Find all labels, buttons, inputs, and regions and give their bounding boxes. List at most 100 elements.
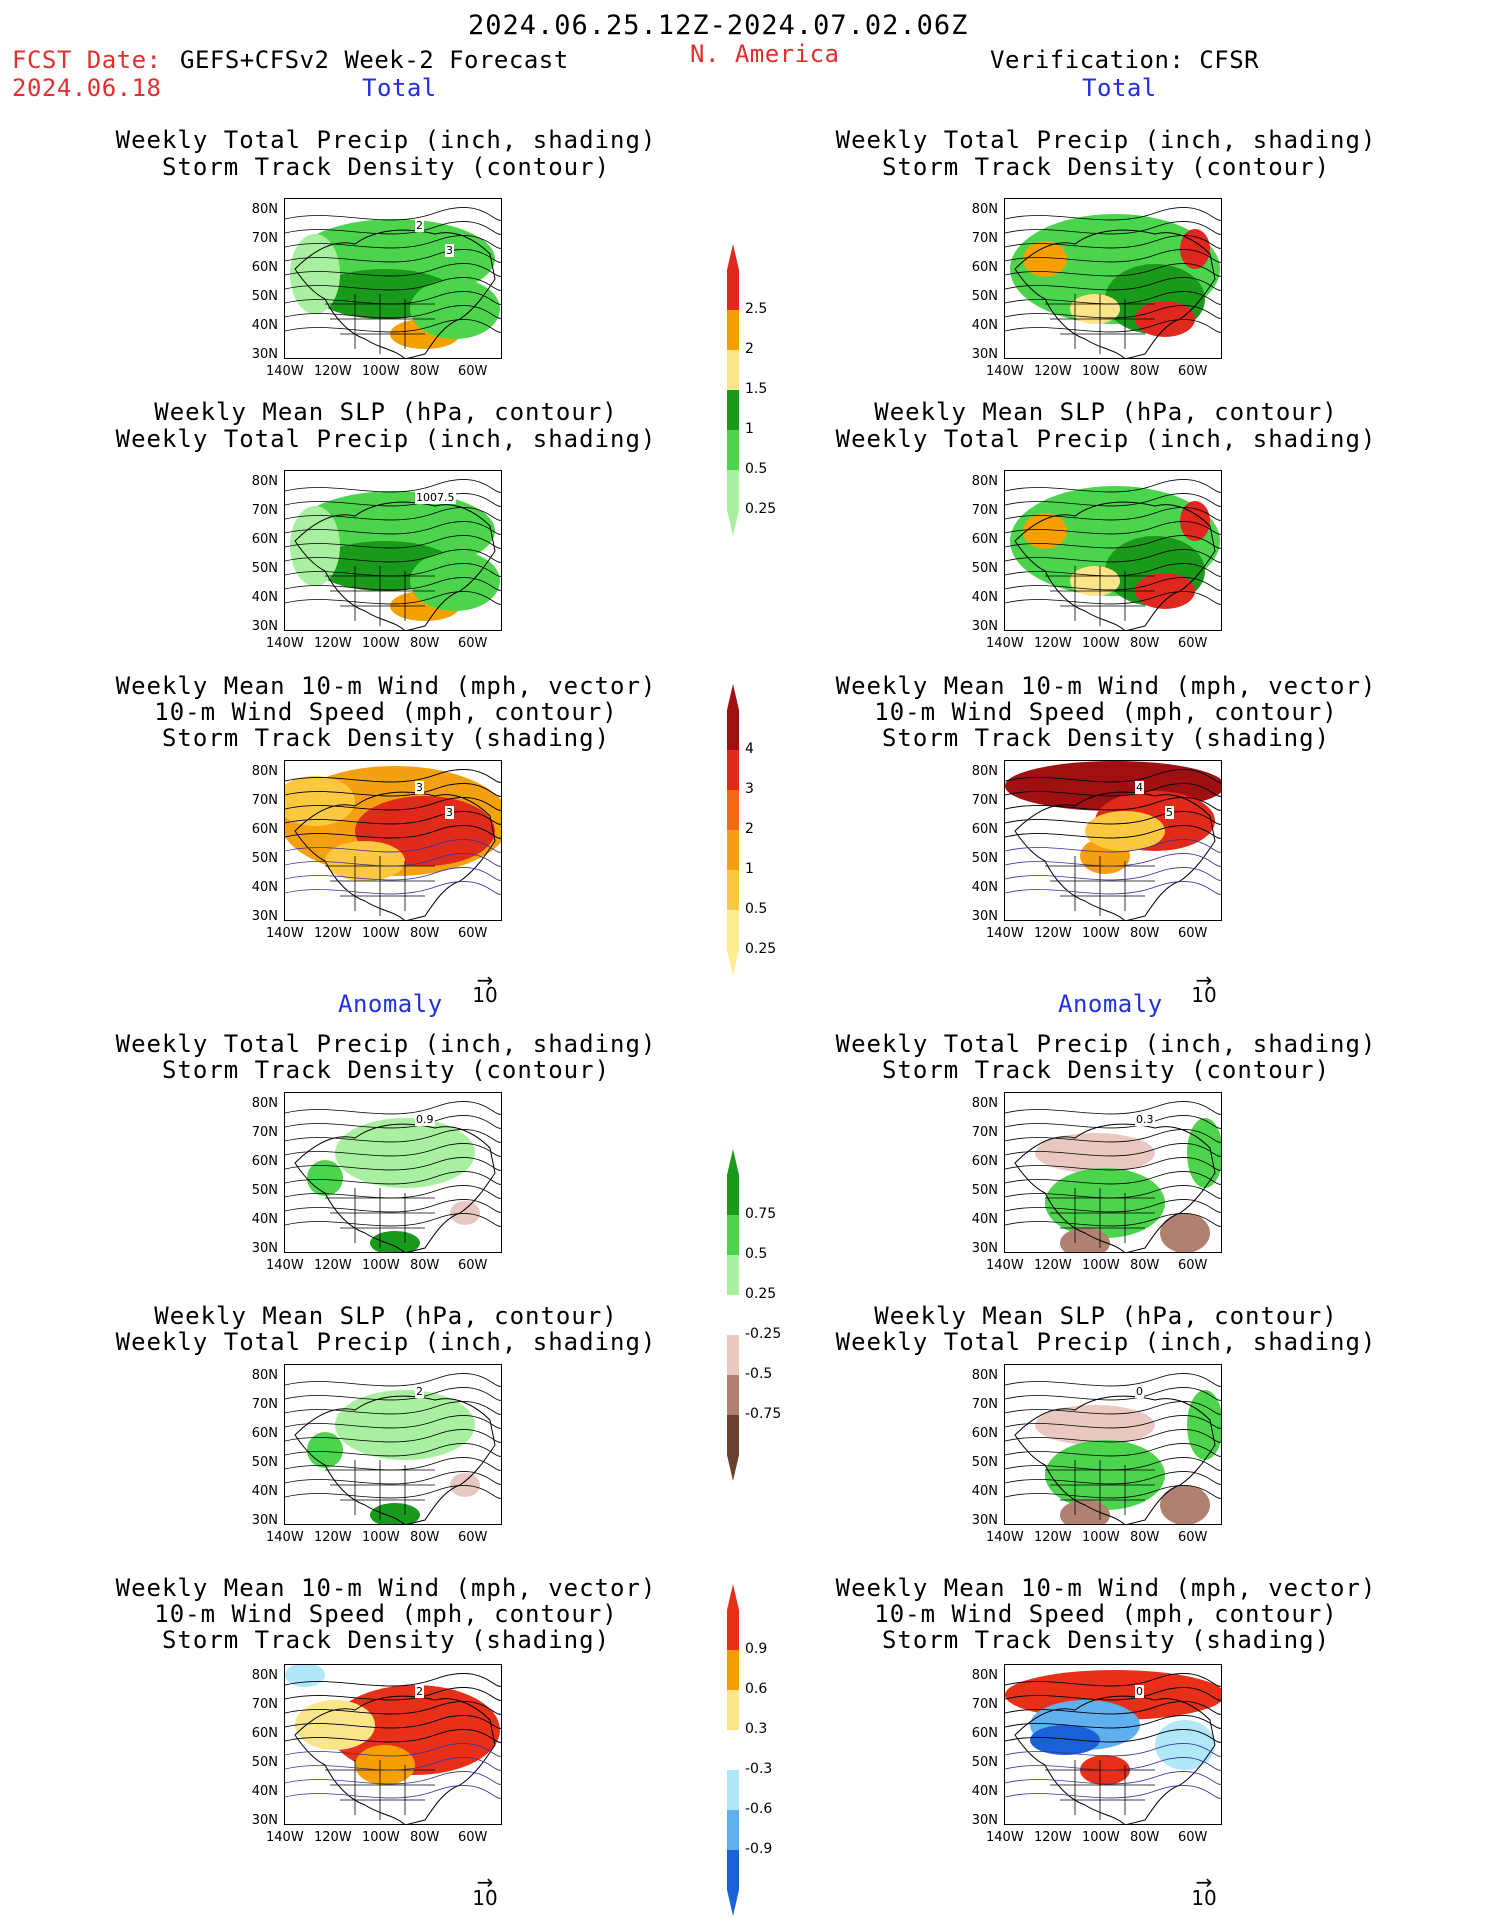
panel-title-line: Storm Track Density (contour) xyxy=(881,1056,1331,1084)
colorbar-label: -0.75 xyxy=(745,1406,782,1422)
coastline xyxy=(294,229,496,358)
contour-line xyxy=(1005,1485,1221,1499)
contour-line xyxy=(285,825,501,839)
contour-line xyxy=(1005,207,1221,221)
lon-tick-label: 120W xyxy=(1034,1258,1072,1273)
contour-line xyxy=(285,1673,501,1687)
shaded-region xyxy=(290,506,340,586)
lat-tick-label: 50N xyxy=(971,289,998,304)
contour-line xyxy=(285,839,501,853)
colorbar-label: 1 xyxy=(745,421,754,437)
colorbar-top-arrow xyxy=(727,684,739,710)
lon-tick-label: 140W xyxy=(266,926,304,941)
shaded-region xyxy=(410,279,500,339)
panel-title-line: Weekly Mean 10-m Wind (mph, vector) xyxy=(835,672,1377,700)
map-panel: 2 xyxy=(284,1664,502,1825)
contour-label: 5 xyxy=(1165,806,1174,819)
contour-line xyxy=(1005,1673,1221,1687)
map-panel xyxy=(1004,470,1222,631)
lon-tick-label: 140W xyxy=(986,364,1024,379)
lon-tick-label: 120W xyxy=(314,364,352,379)
lon-tick-label: 60W xyxy=(458,926,488,941)
contour-line xyxy=(285,1185,501,1199)
colorbar-label: -0.6 xyxy=(745,1801,773,1817)
lon-tick-label: 100W xyxy=(1082,636,1120,651)
lon-tick-label: 100W xyxy=(1082,1830,1120,1845)
lat-tick-label: 60N xyxy=(251,1154,278,1169)
contour-line xyxy=(1005,1471,1221,1485)
shaded-region xyxy=(1085,811,1165,851)
lon-tick-label: 60W xyxy=(458,1530,488,1545)
lon-tick-label: 80W xyxy=(410,1530,440,1545)
lat-tick-label: 60N xyxy=(971,1726,998,1741)
coastline xyxy=(1014,229,1216,358)
contour-label: 3 xyxy=(445,806,454,819)
lon-tick-label: 100W xyxy=(1082,1530,1120,1545)
lon-tick-label: 100W xyxy=(362,926,400,941)
lat-tick-label: 70N xyxy=(251,231,278,246)
lat-tick-label: 70N xyxy=(251,1397,278,1412)
lat-tick-label: 70N xyxy=(971,503,998,518)
lon-tick-label: 80W xyxy=(1130,1830,1160,1845)
panel-title-line: 10-m Wind Speed (mph, contour) xyxy=(874,1600,1338,1628)
map-panel: 2 xyxy=(284,1364,502,1525)
contour-line xyxy=(285,207,501,221)
panel-title-line: Weekly Total Precip (inch, shading) xyxy=(115,1328,657,1356)
lat-tick-label: 60N xyxy=(971,1154,998,1169)
map-panel: 0 xyxy=(1004,1664,1222,1825)
lon-tick-label: 140W xyxy=(266,636,304,651)
shaded-region xyxy=(355,1745,415,1785)
map-canvas xyxy=(285,207,501,358)
shaded-region xyxy=(1155,1720,1215,1770)
lat-tick-label: 70N xyxy=(971,793,998,808)
panel-title-line: 10-m Wind Speed (mph, contour) xyxy=(154,1600,618,1628)
colorbar-segment xyxy=(727,430,739,470)
contour-line xyxy=(1005,1743,1221,1757)
shaded-region xyxy=(1160,1485,1210,1524)
contour-line xyxy=(285,1687,501,1701)
lat-tick-label: 30N xyxy=(971,347,998,362)
contour-line xyxy=(1005,479,1221,493)
shaded-region xyxy=(1135,301,1195,337)
lat-tick-label: 50N xyxy=(251,851,278,866)
colorbar-segment xyxy=(727,750,739,790)
contour-line xyxy=(1005,1687,1221,1701)
panel-title-line: 10-m Wind Speed (mph, contour) xyxy=(154,698,618,726)
contour-line xyxy=(285,853,501,867)
contour-line xyxy=(285,1729,501,1743)
contour-line xyxy=(1005,881,1221,895)
colorbar-segment xyxy=(727,1690,739,1730)
lon-tick-label: 140W xyxy=(986,1258,1024,1273)
colorbar-label: 0.25 xyxy=(745,941,777,957)
lat-tick-label: 70N xyxy=(251,1697,278,1712)
lon-tick-label: 60W xyxy=(458,364,488,379)
shaded-region xyxy=(1187,1390,1221,1460)
colorbar-label: 1.5 xyxy=(745,381,768,397)
contour-label: 3 xyxy=(415,781,424,794)
lat-tick-label: 70N xyxy=(251,1125,278,1140)
colorbar-label: 2.5 xyxy=(745,301,768,317)
lat-tick-label: 40N xyxy=(971,590,998,605)
contour-line xyxy=(285,881,501,895)
colorbar-label: 0.25 xyxy=(745,1286,777,1302)
period-title: 2024.06.25.12Z-2024.07.02.06Z xyxy=(468,10,969,41)
contour-line xyxy=(285,305,501,319)
model-label: GEFS+CFSv2 Week-2 Forecast xyxy=(180,46,569,74)
panel-title-line: Storm Track Density (shading) xyxy=(161,1626,611,1654)
contour-line xyxy=(285,1457,501,1471)
contour-line xyxy=(1005,549,1221,563)
shaded-region xyxy=(1045,1440,1165,1510)
shaded-region xyxy=(325,841,405,881)
contour-line xyxy=(285,235,501,249)
lat-tick-label: 50N xyxy=(251,289,278,304)
contour-line xyxy=(285,1415,501,1429)
lat-tick-label: 70N xyxy=(251,503,278,518)
contour-line xyxy=(285,277,501,291)
lon-tick-label: 60W xyxy=(1178,1830,1208,1845)
lon-tick-label: 80W xyxy=(410,364,440,379)
map-canvas xyxy=(1005,479,1221,630)
shaded-region xyxy=(1180,229,1210,269)
lat-tick-label: 80N xyxy=(251,1096,278,1111)
shaded-region xyxy=(295,1700,375,1750)
